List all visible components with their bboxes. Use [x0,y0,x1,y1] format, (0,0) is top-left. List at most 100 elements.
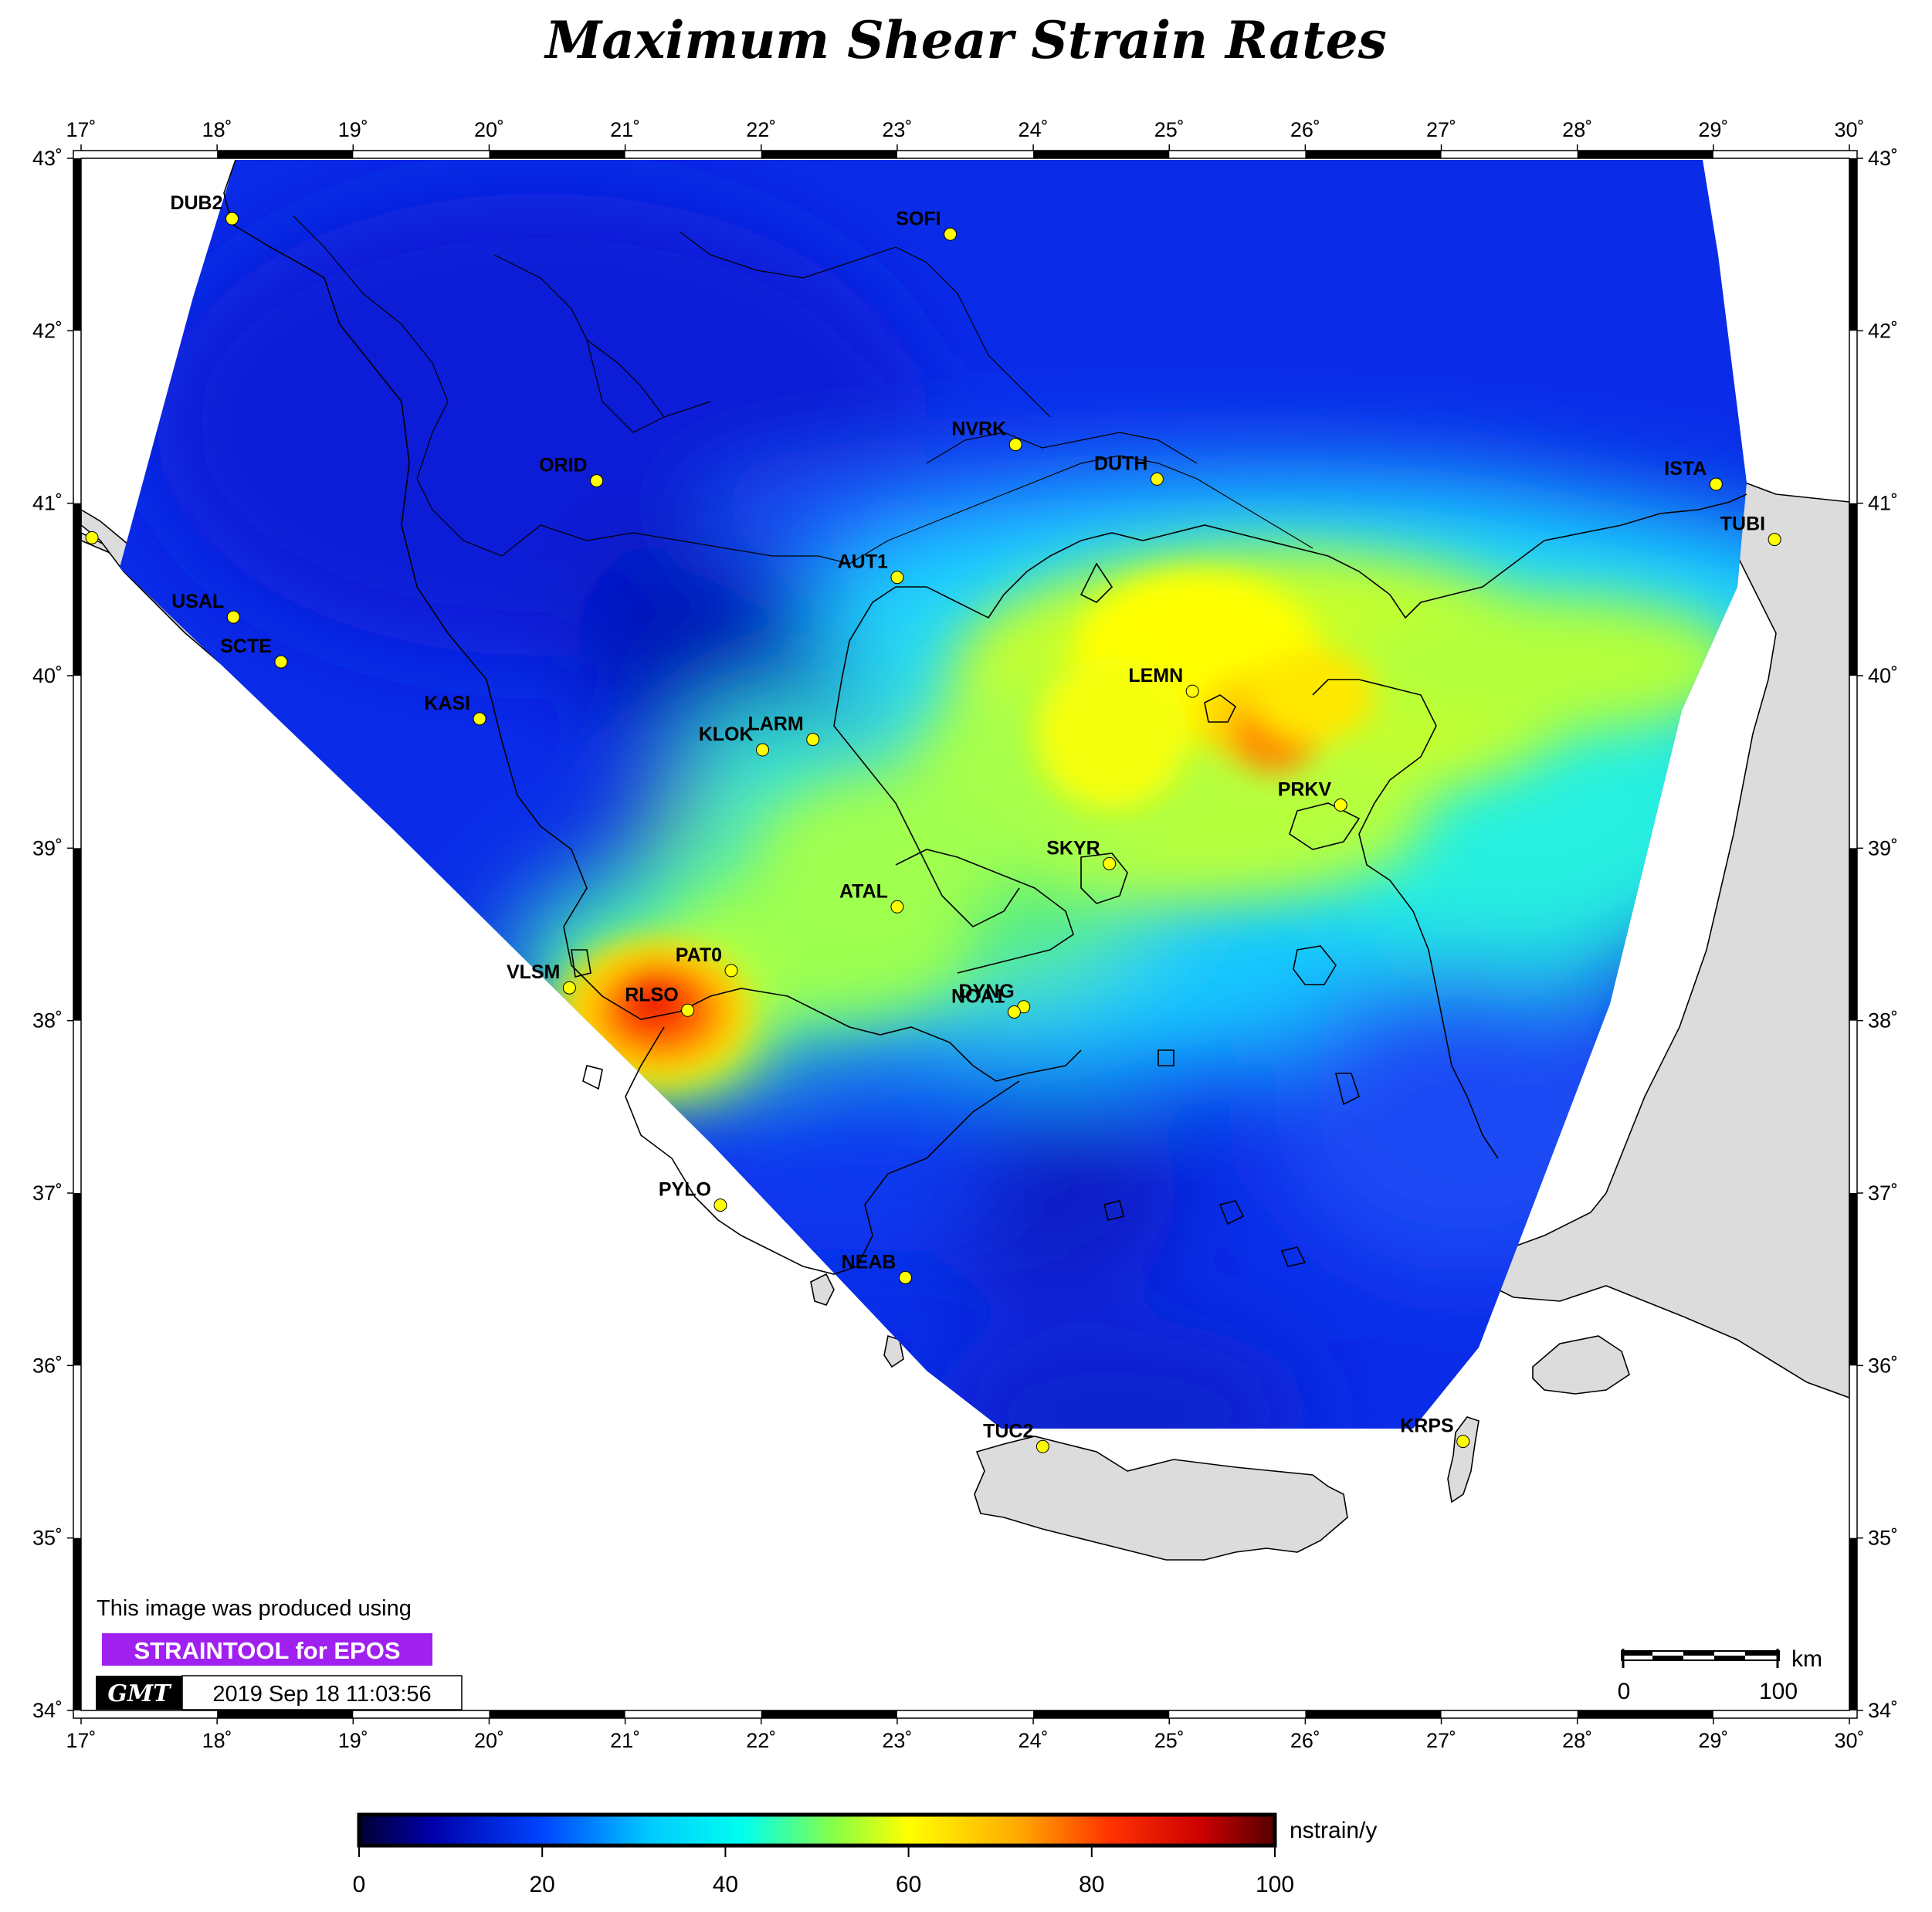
lat-tick-left: 41˚ [32,492,63,515]
scale-label-end: 100 [1759,1679,1798,1704]
station-label: USAL [171,591,224,612]
lon-tick-bottom: 22˚ [746,1729,776,1752]
country-borders [293,215,1313,564]
station-marker [806,733,820,747]
lon-tick-bottom: 23˚ [882,1729,912,1752]
lat-tick-left: 37˚ [32,1181,63,1205]
station-marker [724,964,738,978]
straintool-badge-bg [102,1633,432,1666]
lon-tick-bottom: 29˚ [1698,1729,1728,1752]
station-label: KASI [424,693,470,714]
lon-tick-bottom: 26˚ [1290,1729,1320,1752]
lat-tick-left: 36˚ [32,1354,63,1377]
station-marker [1035,1439,1049,1453]
map-area [81,158,1849,1710]
station-marker [1008,438,1022,452]
station-marker [562,981,576,995]
gmt-logo: GMT [107,1680,172,1707]
colorbar-tick-label: 100 [1256,1872,1294,1897]
lon-tick-top: 25˚ [1154,118,1185,141]
lon-tick-bottom: 20˚ [474,1729,504,1752]
colorbar-tick-label: 60 [896,1872,921,1897]
station-label: SOFI [896,208,941,229]
crete-island [974,1436,1348,1561]
lon-tick-top: 29˚ [1698,118,1728,141]
lon-tick-top: 26˚ [1290,118,1320,141]
timestamp: 2019 Sep 18 11:03:56 [212,1682,431,1707]
station-label: DUB2 [170,192,222,214]
lat-tick-right: 40˚ [1868,664,1898,687]
lon-tick-top: 27˚ [1426,118,1456,141]
lat-tick-left: 40˚ [32,664,63,687]
station-label: ORID [539,455,588,476]
map-frame: 17˚ 17˚ 18˚ 18˚ 19˚ 19˚ 20˚ 20˚ 21˚ 21˚ 22˚ 22˚ 23˚ 2… [32,118,1898,1752]
station-label: KLOK [699,724,754,745]
colorbar-tick-label: 0 [353,1872,366,1897]
station-marker [226,610,240,624]
station-label: KRPS [1400,1415,1453,1437]
credit-line: This image was produced using [97,1596,412,1621]
lon-tick-top: 17˚ [66,118,96,141]
lat-tick-left: 42˚ [32,319,63,342]
lon-tick-bottom: 21˚ [610,1729,640,1752]
station-marker [681,1003,695,1017]
scale-unit: km [1791,1646,1822,1672]
lon-tick-top: 21˚ [610,118,640,141]
station-label: SCTE [220,636,272,657]
station-marker [1007,1005,1021,1019]
station-marker [890,900,904,914]
lat-tick-left: 38˚ [32,1009,63,1032]
station-label: PYLO [659,1179,711,1201]
lat-tick-right: 38˚ [1868,1009,1898,1032]
station-label: TUBI [1720,514,1765,535]
lon-tick-top: 24˚ [1019,118,1049,141]
lon-tick-bottom: 27˚ [1426,1729,1456,1752]
station-label: PRKV [1278,779,1332,801]
lat-tick-left: 34˚ [32,1699,63,1722]
station-label: ATAL [839,880,888,902]
station-label: SKYR [1046,837,1100,859]
lat-tick-left: 35˚ [32,1527,63,1550]
lon-tick-bottom: 19˚ [338,1729,368,1752]
scale-bar: km 0 100 [1618,1646,1822,1704]
lon-tick-top: 19˚ [338,118,368,141]
station-marker [1150,472,1164,486]
station-marker [1185,684,1199,698]
lat-tick-left: 43˚ [32,147,63,170]
station-marker [713,1198,727,1212]
scale-label-start: 0 [1618,1679,1631,1704]
lat-tick-right: 37˚ [1868,1181,1898,1205]
station-label: TUC2 [983,1420,1033,1442]
lat-tick-right: 41˚ [1868,492,1898,515]
map-title: Maximum Shear Strain Rates [544,10,1387,70]
colorbar-tick-label: 20 [530,1872,555,1897]
station-label: AUT1 [838,551,888,573]
lat-tick-right: 42˚ [1868,319,1898,342]
lon-tick-bottom: 18˚ [202,1729,232,1752]
coastlines [223,159,1747,1275]
station-marker [590,474,604,488]
station-markers: DUB2 SOFI NVRK ORID DUTH ISTA TUBI AUT1 USAL SCTE… [85,192,1781,1453]
lon-tick-bottom: 17˚ [66,1729,96,1752]
station-marker [1709,477,1723,491]
station-marker [1456,1435,1470,1449]
station-label: VLSM [507,961,560,983]
station-marker [1768,533,1781,547]
station-label: DYNG [959,981,1015,1002]
straintool-badge: STRAINTOOL for EPOS [134,1637,400,1664]
station-marker [1334,798,1347,812]
lon-tick-bottom: 24˚ [1019,1729,1049,1752]
lon-tick-top: 30˚ [1834,118,1864,141]
station-marker [1103,856,1117,870]
colorbar-tick-label: 40 [713,1872,738,1897]
station-marker [85,531,99,544]
station-label: LARM [747,714,803,735]
station-label: NEAB [842,1251,897,1273]
station-marker [756,743,770,757]
lat-tick-right: 35˚ [1868,1527,1898,1550]
lon-tick-top: 23˚ [882,118,912,141]
station-label: NOA1 [951,986,1005,1008]
gmt-logo-bg [96,1676,182,1710]
station-label: DUTH [1094,453,1147,474]
